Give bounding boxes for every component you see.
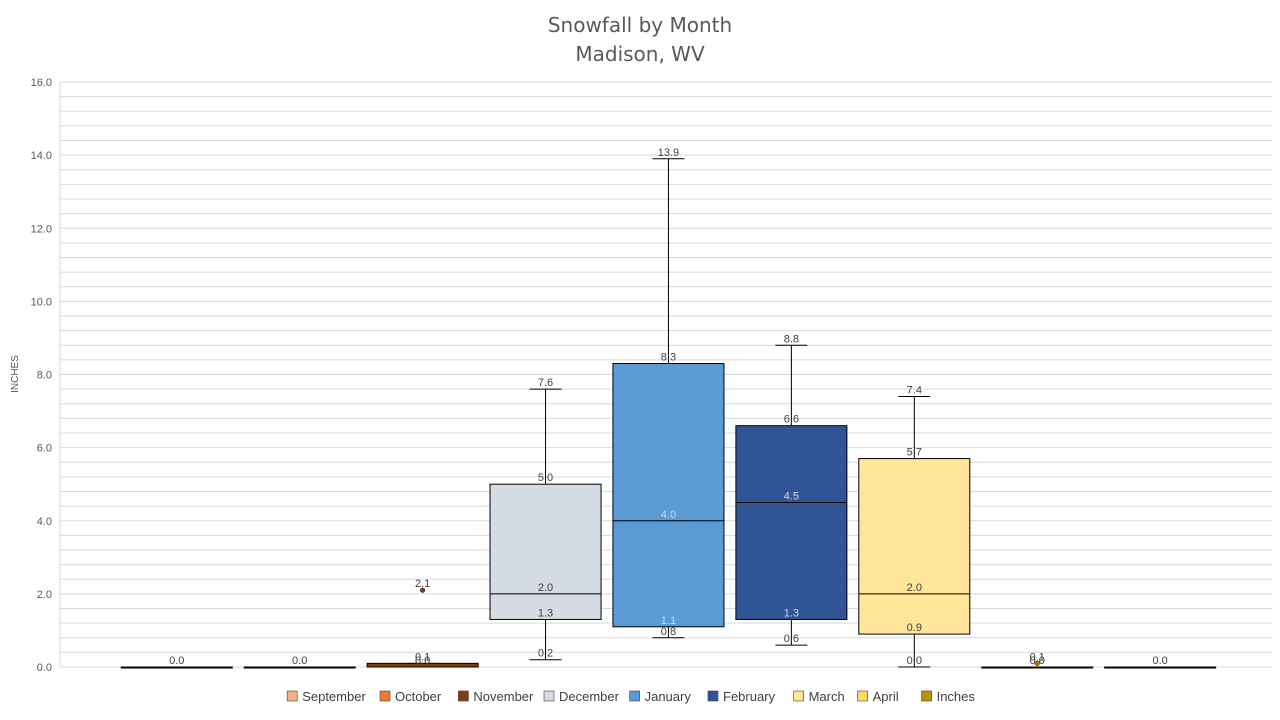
legend-item-december: December — [543, 689, 620, 704]
data-label: 0.2 — [538, 648, 553, 660]
data-label: 2.0 — [538, 582, 553, 594]
data-label: 0.0 — [292, 655, 307, 667]
legend-swatch — [793, 690, 804, 702]
iqr-box — [858, 458, 971, 635]
data-label: 4.5 — [784, 490, 799, 502]
legend-label: Inches — [937, 689, 976, 704]
legend-item-october: October — [379, 689, 442, 704]
legend-item-november: November — [458, 689, 534, 704]
chart-subtitle: Madison, WV — [575, 42, 705, 66]
legend-swatch — [379, 690, 391, 702]
box-december — [489, 388, 602, 661]
data-label: 5.0 — [538, 472, 553, 484]
box-inches — [1104, 666, 1217, 669]
box-november — [366, 587, 479, 668]
legend-label: October — [395, 689, 442, 704]
data-label: 0.9 — [907, 622, 922, 634]
y-tick-label: 14.0 — [31, 150, 52, 162]
data-label: 0.0 — [907, 655, 922, 667]
y-tick-label: 2.0 — [37, 589, 52, 601]
data-label: 13.9 — [658, 147, 679, 159]
legend-label: January — [645, 689, 692, 704]
data-label: 0.0 — [1152, 655, 1167, 667]
data-label: 0.0 — [1030, 655, 1045, 667]
legend-swatch — [286, 690, 298, 702]
data-label: 1.3 — [538, 607, 553, 619]
data-label: 2.1 — [415, 578, 430, 590]
legend-label: November — [473, 689, 534, 704]
legend: September October November December January F… — [286, 689, 976, 704]
legend-item-march: March — [793, 689, 845, 704]
iqr-box — [735, 425, 848, 620]
legend-label: March — [809, 689, 845, 704]
data-label: 0.0 — [169, 655, 184, 667]
legend-swatch — [458, 690, 469, 702]
iqr-box — [612, 363, 725, 628]
legend-item-january: January — [629, 689, 692, 704]
box-april — [981, 660, 1094, 669]
legend-item-september: September — [286, 689, 366, 704]
legend-item-inches: Inches — [921, 689, 976, 704]
legend-label: December — [559, 689, 620, 704]
data-label: 0.8 — [661, 626, 676, 638]
outlier-point — [420, 587, 426, 593]
data-label: 7.6 — [538, 377, 553, 389]
data-label: 2.0 — [907, 582, 922, 594]
y-tick-label: 0.0 — [37, 662, 52, 674]
y-tick-labels: 0.0 2.0 4.0 6.0 8.0 10.0 12.0 14.0 16.0 — [31, 77, 52, 674]
data-label: 8.3 — [661, 352, 676, 364]
legend-label: February — [723, 689, 776, 704]
y-tick-label: 16.0 — [31, 77, 52, 89]
legend-item-february: February — [707, 689, 776, 704]
legend-swatch — [921, 690, 932, 702]
legend-swatch — [543, 690, 555, 702]
legend-item-april: April — [857, 689, 899, 704]
data-label: 0.1 — [415, 651, 430, 663]
box-october — [243, 666, 356, 669]
data-label: 6.6 — [784, 414, 799, 426]
box-january — [612, 158, 725, 639]
y-tick-label: 10.0 — [31, 296, 52, 308]
y-tick-label: 8.0 — [37, 370, 52, 382]
data-label: 0.0 — [415, 655, 430, 667]
data-label: 1.1 — [661, 615, 676, 627]
iqr-box — [489, 483, 602, 620]
y-tick-label: 4.0 — [37, 516, 52, 528]
legend-swatch — [707, 690, 719, 702]
box-march — [858, 395, 971, 668]
data-label: 0.1 — [1030, 651, 1045, 663]
data-label: 5.7 — [907, 447, 922, 459]
box-series — [120, 158, 1217, 669]
legend-label: September — [302, 689, 366, 704]
y-axis-label: INCHES — [10, 355, 21, 393]
data-labels: 0.0 0.0 0.10.02.17.65.02.01.30.213.98.34.0… — [169, 147, 1168, 667]
data-label: 1.3 — [784, 607, 799, 619]
box-september — [120, 666, 233, 669]
y-tick-label: 12.0 — [31, 223, 52, 235]
data-label: 4.0 — [661, 509, 676, 521]
chart-title: Snowfall by Month — [548, 13, 732, 37]
data-label: 7.4 — [907, 384, 922, 396]
outlier-point — [1034, 660, 1040, 666]
box-february — [735, 344, 848, 646]
legend-swatch — [857, 690, 868, 702]
legend-label: April — [873, 689, 899, 704]
data-label: 8.8 — [784, 333, 799, 345]
legend-swatch — [629, 690, 640, 702]
data-label: 0.6 — [784, 633, 799, 645]
y-tick-label: 6.0 — [37, 443, 52, 455]
